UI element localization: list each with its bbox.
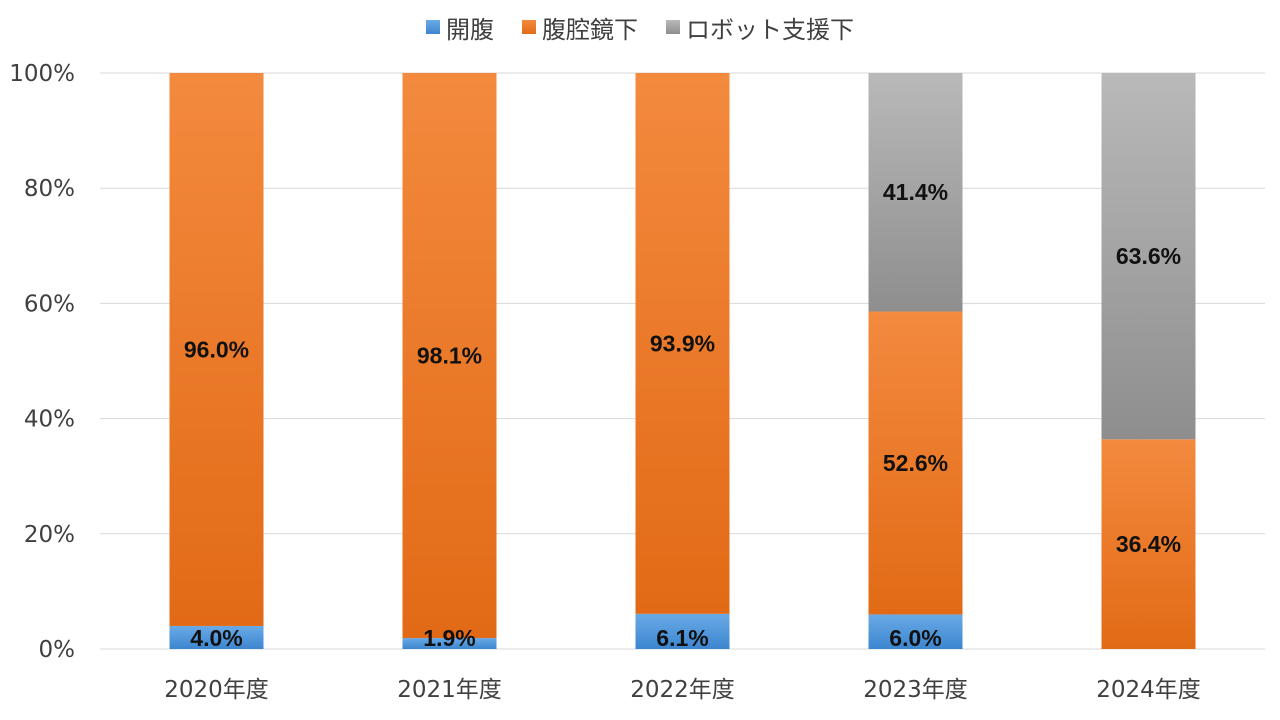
- bar-segment-laparoscopic: [1101, 439, 1196, 649]
- bars: [169, 73, 1196, 649]
- data-label-robotic: 41.4%: [883, 179, 948, 205]
- bar-segment-laparoscopic: [635, 73, 730, 614]
- y-tick-label: 60%: [24, 291, 75, 317]
- y-tick-label: 40%: [24, 407, 75, 433]
- legend-swatch-laparoscopic: [522, 20, 536, 34]
- data-label-open: 6.1%: [656, 625, 708, 651]
- legend-item-open: 開腹: [426, 10, 494, 45]
- bar-segment-open: [402, 638, 497, 649]
- data-label-open: 4.0%: [190, 625, 242, 651]
- legend-swatch-robotic: [666, 20, 680, 34]
- bar-segment-laparoscopic: [868, 311, 963, 615]
- legend-swatch-open: [426, 20, 440, 34]
- bar-segment-open: [868, 614, 963, 649]
- data-labels: 4.0% 96.0% 1.9% 98.1% 6.1% 93.9% 6.0% 52.6% 41.4…: [184, 179, 1181, 651]
- x-tick-label: 2022年度: [630, 677, 735, 703]
- data-label-laparoscopic: 93.9%: [650, 330, 715, 356]
- data-label-robotic: 63.6%: [1116, 243, 1181, 269]
- bar-segment-open: [635, 613, 730, 649]
- bar-segment-laparoscopic: [169, 73, 264, 626]
- y-tick-label: 20%: [24, 522, 75, 548]
- data-label-laparoscopic: 36.4%: [1116, 531, 1181, 557]
- bar-segment-robotic: [1101, 73, 1196, 440]
- y-tick-label: 80%: [24, 176, 75, 202]
- y-axis: 0% 20% 40% 60% 80% 100%: [9, 61, 75, 663]
- legend-label-laparoscopic: 腹腔鏡下: [542, 15, 638, 44]
- bar-segment-laparoscopic: [402, 73, 497, 639]
- x-axis: 2020年度 2021年度 2022年度 2023年度 2024年度: [164, 677, 1201, 703]
- legend-label-robotic: ロボット支援下: [686, 15, 854, 44]
- x-tick-label: 2020年度: [164, 677, 269, 703]
- data-label-open: 1.9%: [423, 625, 475, 651]
- x-tick-label: 2023年度: [863, 677, 968, 703]
- legend-label-open: 開腹: [446, 15, 494, 44]
- legend-item-laparoscopic: 腹腔鏡下: [522, 10, 638, 45]
- data-label-laparoscopic: 98.1%: [417, 343, 482, 369]
- x-tick-label: 2021年度: [397, 677, 502, 703]
- data-label-open: 6.0%: [889, 625, 941, 651]
- x-tick-label: 2024年度: [1096, 677, 1201, 703]
- y-tick-label: 0%: [39, 637, 76, 663]
- data-label-laparoscopic: 52.6%: [883, 450, 948, 476]
- y-tick-label: 100%: [9, 61, 75, 87]
- bar-segment-open: [169, 625, 264, 649]
- bar-segment-robotic: [868, 73, 963, 312]
- data-label-laparoscopic: 96.0%: [184, 336, 249, 362]
- legend-item-robotic: ロボット支援下: [666, 10, 854, 45]
- legend: 開腹 腹腔鏡下 ロボット支援下: [0, 10, 1280, 44]
